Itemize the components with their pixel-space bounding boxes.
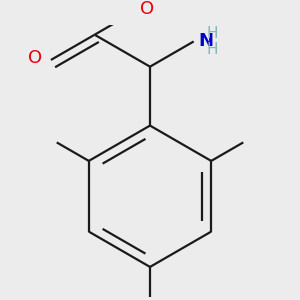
Text: H: H <box>207 41 218 56</box>
Text: O: O <box>28 49 43 67</box>
Text: O: O <box>140 1 154 19</box>
Text: H: H <box>207 26 218 41</box>
Text: N: N <box>198 32 213 50</box>
